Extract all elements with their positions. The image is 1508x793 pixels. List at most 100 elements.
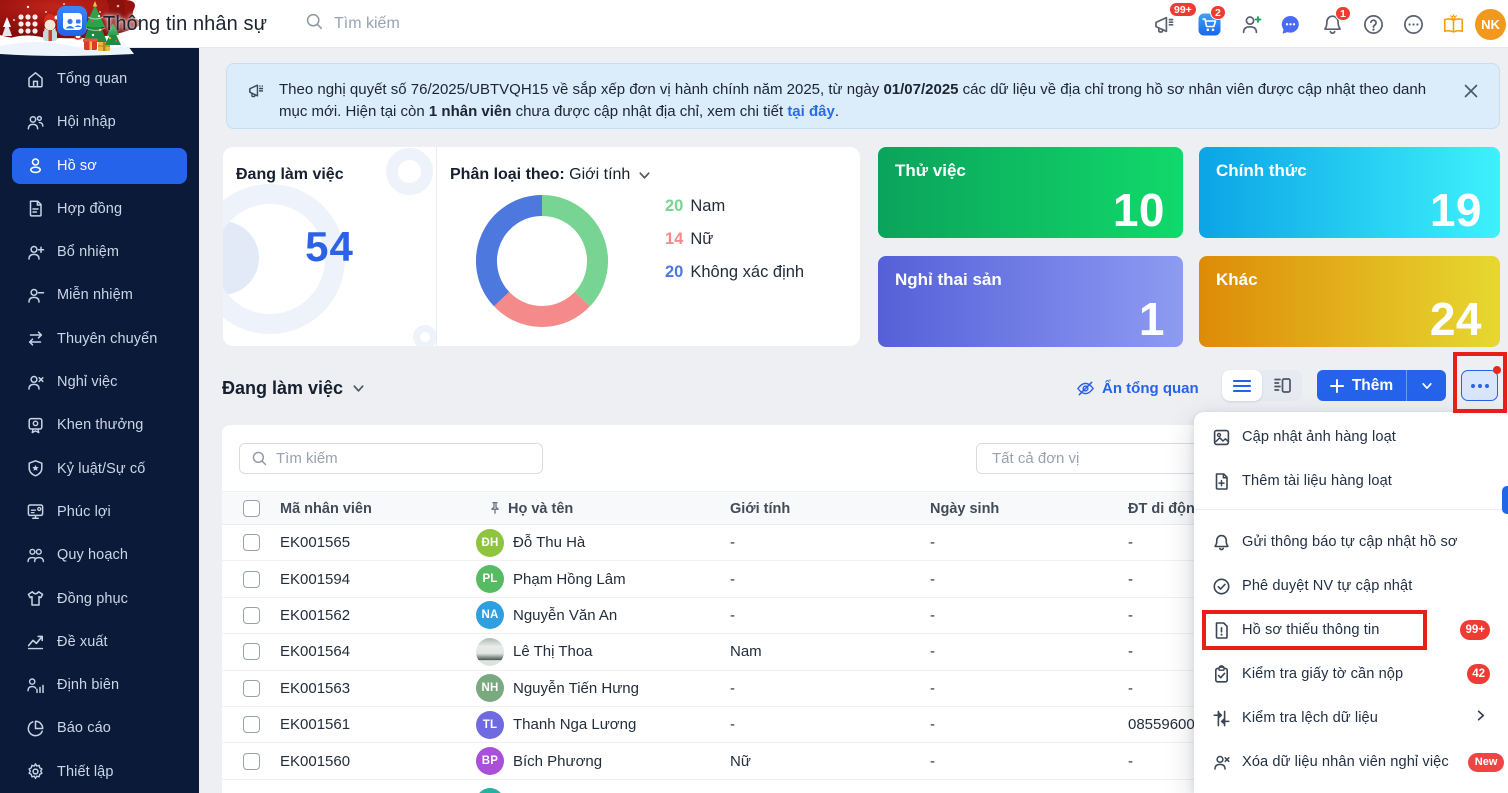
cell-name[interactable]: ĐH Đỗ Thu Hà (476, 525, 585, 560)
sidebar-item-14[interactable]: Đề xuất (12, 624, 187, 660)
row-checkbox[interactable] (243, 606, 260, 624)
chevron-down-icon (353, 385, 364, 392)
chat-icon[interactable] (1279, 13, 1302, 36)
sidebar-item-1[interactable]: Tổng quan (12, 61, 187, 97)
banner-detail-link[interactable]: tại đây (787, 102, 835, 120)
status-card-4[interactable]: Khác 24 (1199, 256, 1500, 347)
table-row[interactable]: EK001564 Lê Thị Thoa Nam - - (222, 634, 1500, 671)
sidebar-item-label: Hội nhập (57, 114, 116, 131)
menu-item-4[interactable]: Phê duyệt NV tự cập nhật (1194, 564, 1508, 608)
sidebar-item-6[interactable]: Miễn nhiệm (12, 277, 187, 313)
column-header[interactable]: Giới tính (730, 501, 791, 517)
user-plus-icon (26, 243, 45, 262)
column-header[interactable]: ĐT di động (1128, 501, 1204, 517)
pin-icon (488, 501, 502, 515)
column-header[interactable]: Ngày sinh (930, 501, 1000, 517)
handbook-icon[interactable] (1442, 13, 1465, 36)
table-row[interactable]: EK001563 NH Nguyễn Tiến Hưng - - - (222, 671, 1500, 707)
shield-icon (26, 459, 45, 478)
row-checkbox[interactable] (243, 570, 260, 588)
list-view-button[interactable] (1222, 370, 1262, 401)
sidebar-item-10[interactable]: Kỷ luật/Sự cố (12, 451, 187, 487)
menu-item-7[interactable]: Kiểm tra lệch dữ liệu (1194, 696, 1508, 740)
sidebar-item-17[interactable]: Thiết lập (12, 754, 187, 790)
sidebar-item-12[interactable]: Quy hoạch (12, 537, 187, 573)
menu-item-2[interactable]: Thêm tài liệu hàng loạt (1194, 459, 1508, 503)
sidebar-item-5[interactable]: Bổ nhiệm (12, 234, 187, 270)
table-search-input[interactable]: Tìm kiếm (239, 443, 543, 474)
edge-panel-tab[interactable] (1502, 486, 1508, 514)
cell-gender: - (730, 570, 735, 588)
menu-item-3[interactable]: Gửi thông báo tự cập nhật hồ sơ (1194, 520, 1508, 564)
kanban-view-button[interactable] (1262, 370, 1302, 401)
megaphone-icon[interactable] (1153, 13, 1176, 36)
sidebar-item-label: Thiết lập (57, 763, 114, 780)
sidebar-item-8[interactable]: Nghỉ việc (12, 364, 187, 400)
table-row[interactable]: EK001562 NA Nguyễn Văn An - - - (222, 598, 1500, 635)
sidebar-item-4[interactable]: Hợp đồng (12, 191, 187, 227)
select-all-checkbox[interactable] (243, 500, 260, 517)
cell-name[interactable]: NA Nguyễn Văn An (476, 598, 617, 633)
row-checkbox[interactable] (243, 752, 260, 770)
status-card-3[interactable]: Nghỉ thai sản 1 (878, 256, 1183, 347)
sidebar-item-16[interactable]: Báo cáo (12, 710, 187, 746)
classification-selector[interactable]: Phân loại theo: Giới tính (450, 166, 651, 184)
add-button[interactable]: Thêm (1317, 370, 1406, 401)
sidebar-item-label: Khen thưởng (57, 417, 144, 434)
sidebar-item-9[interactable]: Khen thưởng (12, 407, 187, 443)
cell-name[interactable]: PL Phạm Hồng Lâm (476, 561, 626, 596)
row-checkbox[interactable] (243, 643, 260, 661)
avatar: NH (476, 674, 504, 703)
cell-name[interactable]: NH Nguyễn Tiến Hưng (476, 671, 639, 706)
column-header[interactable]: Họ và tên (488, 492, 573, 526)
cell-code: EK001562 (280, 606, 351, 624)
bell-icon (1212, 533, 1231, 552)
file-alert-icon (1212, 621, 1231, 640)
sidebar-item-11[interactable]: Phúc lợi (12, 494, 187, 530)
sidebar-item-3[interactable]: Hồ sơ (12, 147, 187, 184)
status-card-2[interactable]: Chính thức 19 (1199, 147, 1500, 238)
sidebar-item-2[interactable]: Hội nhập (12, 104, 187, 140)
chevron-right-icon (1474, 709, 1487, 727)
home-icon (26, 70, 45, 89)
row-checkbox[interactable] (243, 534, 260, 552)
table-row[interactable]: EK001565 ĐH Đỗ Thu Hà - - - (222, 525, 1500, 562)
add-dropdown-button[interactable] (1406, 370, 1446, 401)
cart-icon[interactable] (1198, 13, 1221, 36)
table-row[interactable]: EK001560 BP Bích Phương Nữ - - (222, 743, 1500, 780)
cell-phone: - (1128, 752, 1133, 770)
bell-icon[interactable] (1321, 13, 1344, 36)
sidebar-item-7[interactable]: Thuyên chuyển (12, 321, 187, 357)
menu-item-6[interactable]: Kiểm tra giấy tờ cần nộp 42 (1194, 652, 1508, 696)
row-checkbox[interactable] (243, 679, 260, 697)
global-search[interactable]: Tìm kiếm (306, 0, 400, 48)
user-avatar[interactable]: NK (1475, 9, 1506, 40)
cell-name[interactable]: BP Bích Phương (476, 743, 602, 778)
table-row[interactable]: EK001594 PL Phạm Hồng Lâm - - - (222, 561, 1500, 598)
table-row[interactable]: EK001561 TL Thanh Nga Lương - - 08559600 (222, 707, 1500, 744)
menu-item-1[interactable]: Cập nhật ảnh hàng loạt (1194, 415, 1508, 459)
section-title[interactable]: Đang làm việc (222, 378, 365, 399)
transfer-icon (26, 329, 45, 348)
legend-item: 20 Không xác định (665, 256, 804, 289)
cell-name[interactable]: TL Thanh Nga Lương (476, 707, 636, 742)
sidebar-item-15[interactable]: Định biên (12, 667, 187, 703)
menu-item-8[interactable]: Xóa dữ liệu nhân viên nghỉ việc New (1194, 740, 1508, 784)
eye-off-icon (1077, 381, 1094, 396)
user-add-icon[interactable] (1240, 13, 1263, 36)
hide-overview-link[interactable]: Ẩn tổng quan (1076, 379, 1199, 398)
help-icon[interactable] (1362, 13, 1385, 36)
cell-phone: - (1128, 534, 1133, 552)
menu-item-5[interactable]: Hồ sơ thiếu thông tin 99+ (1194, 608, 1508, 652)
cell-name[interactable]: Lê Thị Thoa (476, 634, 593, 669)
top-header: Thông tin nhân sự Tìm kiếm 99+ 2 1 NK (0, 0, 1508, 56)
banner-close-icon[interactable] (1463, 83, 1479, 99)
column-header[interactable]: Mã nhân viên (280, 501, 372, 517)
sidebar-item-13[interactable]: Đồng phục (12, 581, 187, 617)
more-actions-button[interactable] (1461, 370, 1498, 401)
row-checkbox[interactable] (243, 716, 260, 734)
status-card-1[interactable]: Thử việc 10 (878, 147, 1183, 238)
table-row[interactable] (222, 780, 1500, 793)
more-icon[interactable] (1402, 13, 1425, 36)
sidebar-item-label: Miễn nhiệm (57, 287, 133, 304)
